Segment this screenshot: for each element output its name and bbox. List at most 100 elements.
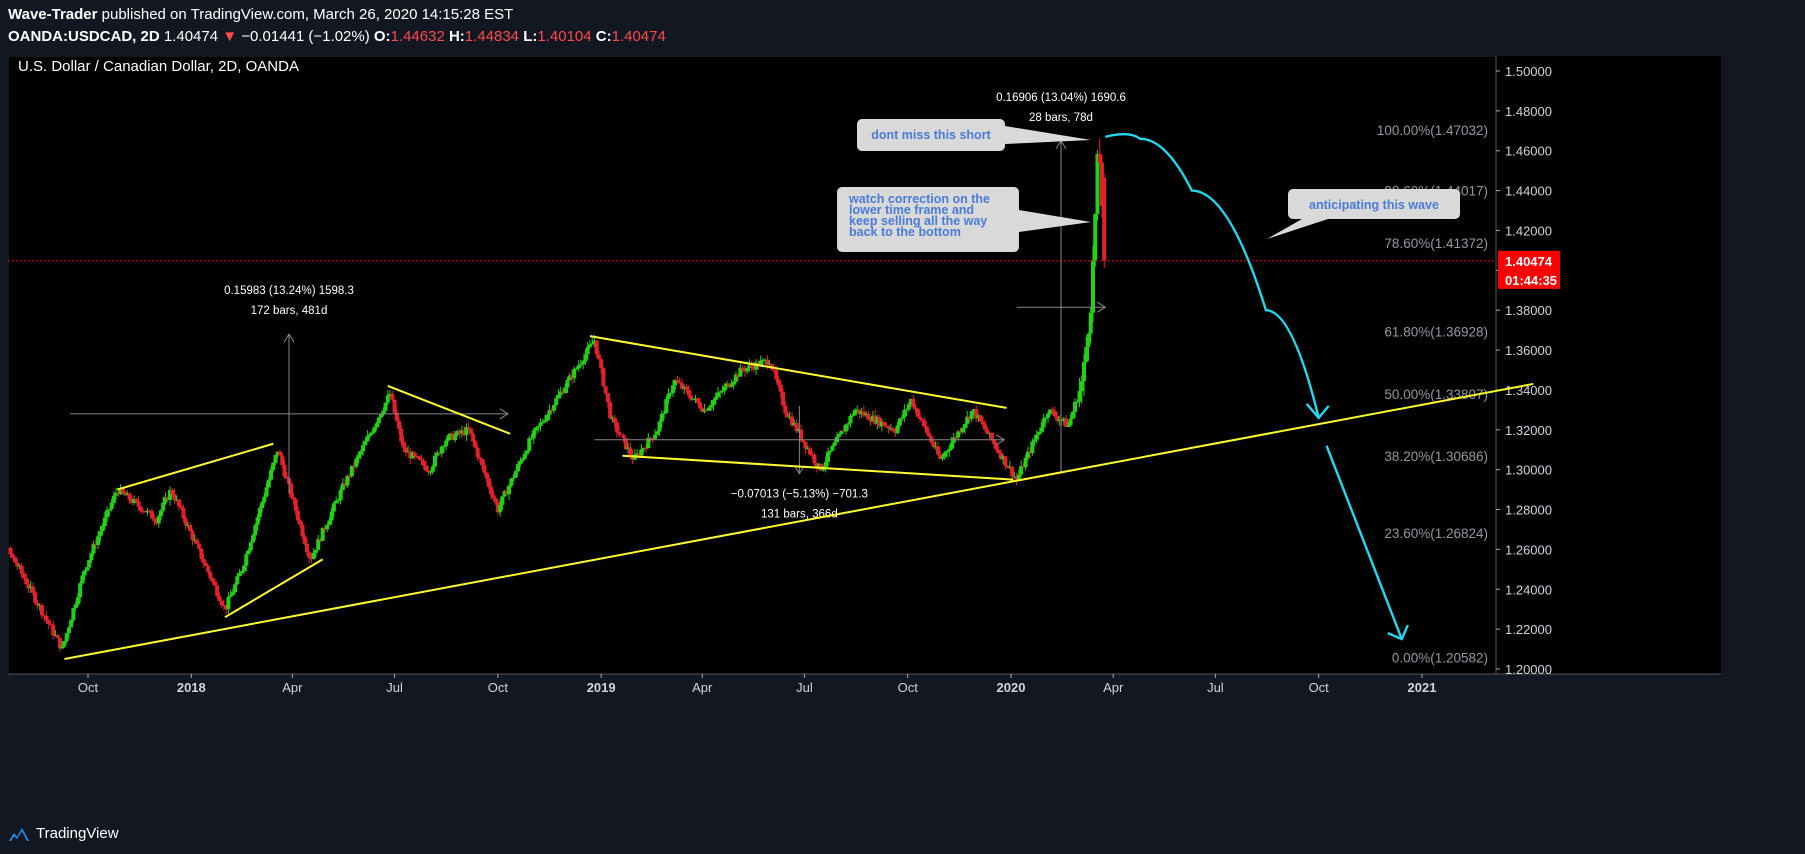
candle-up [956, 431, 961, 438]
candle-down [392, 399, 397, 413]
candle-up [895, 425, 900, 434]
candle-up [969, 410, 974, 420]
candle-up [498, 504, 503, 513]
candle-up [275, 451, 280, 456]
y-tick-label: 1.50000 [1505, 64, 1552, 79]
trendline-triangle-top[interactable] [589, 335, 1007, 409]
candle-down [134, 499, 139, 502]
candle-up [513, 471, 518, 478]
callout-text: keep selling all the way [849, 214, 987, 228]
candle-down [172, 493, 177, 500]
candle-up [653, 434, 658, 439]
trendline-triangle-bottom[interactable] [622, 454, 1014, 481]
candle-down [1005, 465, 1010, 468]
candle-down [704, 409, 709, 411]
candle-down [491, 494, 496, 499]
candle-up [73, 604, 78, 609]
y-tick-label: 1.22000 [1505, 622, 1552, 637]
candle-up [331, 503, 336, 512]
candle-down [742, 369, 747, 372]
candle-down [594, 340, 599, 355]
fib-level-label: 78.60%(1.41372) [1384, 236, 1488, 251]
candle-up [379, 414, 384, 418]
callout-dont-miss[interactable]: dont miss this short [857, 119, 1091, 151]
candle-up [659, 413, 664, 422]
candle-up [713, 397, 718, 401]
candle-up [325, 525, 330, 530]
candle-down [1014, 476, 1019, 480]
author-name[interactable]: Wave-Trader [8, 6, 98, 23]
candle-down [617, 431, 622, 435]
candle-up [96, 536, 101, 546]
candle-down [688, 395, 693, 400]
measure-label: 131 bars, 366d [761, 509, 838, 521]
candle-up [945, 451, 950, 453]
candle-down [347, 475, 352, 477]
candle-down [765, 359, 770, 365]
trendline-wedge-2[interactable] [387, 385, 511, 435]
fib-level-label: 100.00%(1.47032) [1377, 123, 1488, 138]
candle-up [852, 409, 857, 416]
candle-up [311, 552, 316, 560]
x-tick-label: Oct [78, 680, 99, 695]
candle-up [464, 427, 469, 436]
candle-down [996, 449, 1001, 454]
candle-down [13, 557, 18, 563]
trendline-wedge-1b[interactable] [224, 558, 324, 619]
candle-down [486, 478, 491, 487]
candle-up [363, 441, 368, 446]
candle-down [801, 439, 806, 442]
candle-up [668, 392, 673, 394]
measure-label: 28 bars, 78d [1029, 112, 1093, 124]
fib-level-label: 50.00%(1.33807) [1384, 387, 1488, 402]
candle-up [435, 452, 440, 456]
trendline-long-term-support[interactable] [64, 382, 1534, 661]
symbol-label[interactable]: OANDA:USDCAD, 2D [8, 28, 160, 45]
candle-up [538, 422, 543, 427]
candle-up [846, 423, 851, 425]
candle-down [403, 447, 408, 453]
chart-area[interactable]: 1.500001.480001.460001.440001.420001.400… [8, 56, 1722, 808]
candle-down [221, 605, 226, 607]
candle-down [289, 483, 294, 498]
y-tick-label: 1.32000 [1505, 423, 1552, 438]
candle-down [194, 539, 199, 544]
candle-up [711, 400, 716, 406]
open-value: 1.44632 [390, 28, 445, 45]
candle-up [1037, 431, 1042, 435]
countdown-label: 01:44:35 [1505, 273, 1557, 288]
candle-down [352, 465, 357, 467]
candle-up [947, 449, 952, 452]
callout-anticipating[interactable]: anticipating this wave [1267, 189, 1460, 239]
candle-down [596, 354, 601, 360]
price-chart[interactable]: 1.500001.480001.460001.440001.420001.400… [8, 56, 1722, 808]
projection-wave-curve[interactable] [1105, 133, 1320, 419]
candle-up [1016, 474, 1021, 480]
candle-up [237, 573, 242, 577]
candle-up [365, 436, 370, 442]
candle-up [109, 502, 114, 510]
price-axis[interactable] [1496, 56, 1721, 674]
candle-up [228, 595, 233, 598]
candle-up [84, 567, 89, 571]
y-tick-label: 1.46000 [1505, 144, 1552, 159]
brand-label[interactable]: TradingView [36, 825, 119, 842]
candle-up [385, 395, 390, 403]
candle-up [226, 597, 231, 610]
y-tick-label: 1.24000 [1505, 582, 1552, 597]
callout-text: dont miss this short [871, 128, 991, 142]
high-label: H: [448, 28, 465, 45]
footer: TradingView [8, 825, 119, 842]
candle-up [906, 404, 911, 410]
candle-up [260, 502, 265, 509]
candle-down [992, 440, 997, 445]
trendline-wedge-1[interactable] [116, 442, 274, 491]
candle-down [774, 370, 779, 380]
projection-drop-line[interactable] [1325, 445, 1403, 640]
candle-up [574, 368, 579, 370]
candle-up [843, 424, 848, 432]
candle-down [927, 432, 932, 437]
candle-up [251, 535, 256, 543]
low-value: 1.40104 [537, 28, 592, 45]
